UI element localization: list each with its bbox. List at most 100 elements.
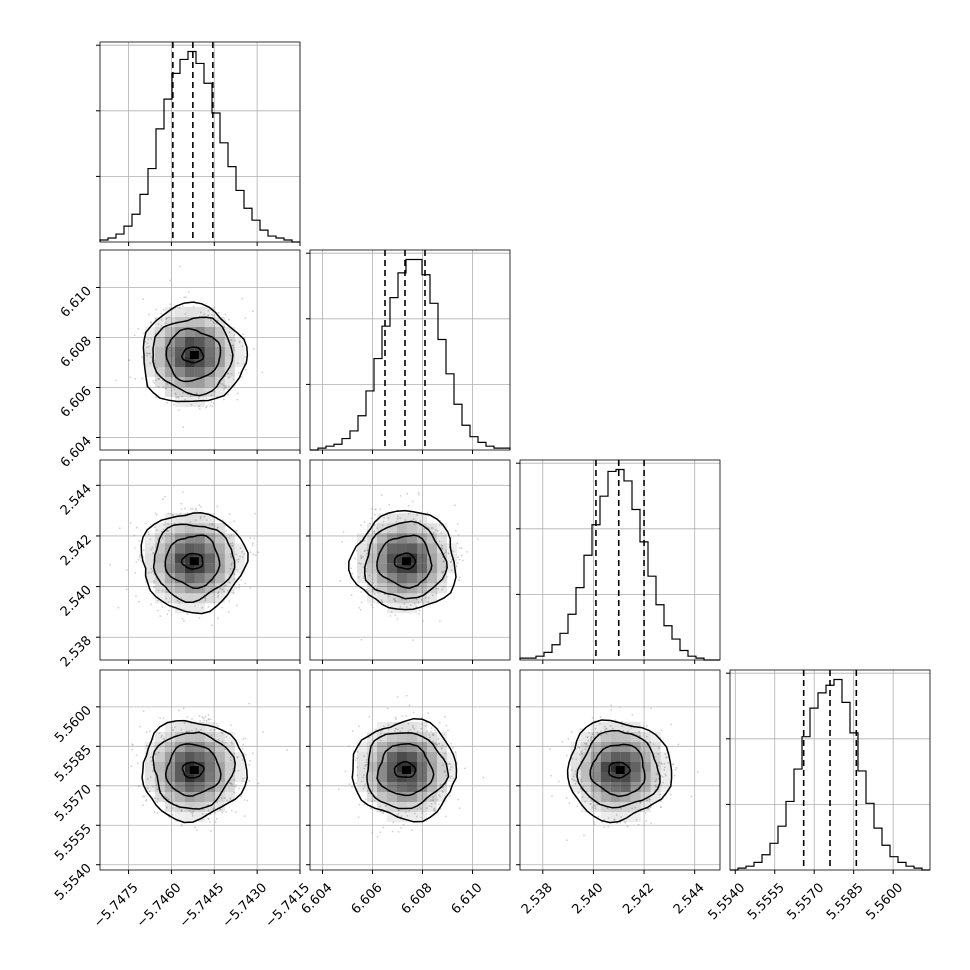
sample-point [238, 583, 241, 586]
density-cell [407, 802, 417, 812]
sample-point [145, 346, 148, 349]
density-cell [660, 782, 671, 792]
density-cell [144, 563, 155, 574]
sample-point [241, 780, 244, 783]
sample-point [357, 816, 360, 819]
sample-point [437, 738, 440, 740]
sample-point [579, 787, 582, 790]
sample-point [253, 348, 255, 350]
sample-point [670, 723, 673, 726]
sample-point [225, 530, 227, 532]
density-cell [387, 583, 397, 594]
sample-point [360, 780, 363, 783]
sample-point [165, 322, 168, 324]
sample-point [441, 547, 444, 550]
density-cell [204, 553, 215, 564]
sample-point [201, 813, 204, 815]
sample-point [136, 762, 139, 765]
density-content [520, 670, 720, 870]
density-cell [194, 563, 205, 574]
sample-point [621, 720, 623, 723]
sample-point [578, 739, 581, 742]
sample-point [449, 561, 452, 564]
contour-level-2 [164, 534, 221, 590]
sample-point [400, 826, 402, 829]
sample-point [605, 727, 608, 730]
density-cell [417, 523, 427, 534]
density-cell [154, 543, 165, 554]
density-cell [184, 337, 195, 347]
sample-point [159, 717, 162, 720]
sample-point [465, 551, 468, 553]
y-tick-label: 2.544 [58, 482, 95, 519]
density-cell [184, 732, 195, 742]
sample-point [442, 786, 444, 789]
sample-point [665, 756, 668, 759]
density-cell [204, 772, 215, 782]
sample-point [215, 722, 218, 725]
sample-point [153, 526, 156, 529]
sample-point [363, 539, 366, 542]
sample-point [133, 547, 136, 549]
sample-point [696, 770, 699, 773]
density-cell [600, 752, 611, 762]
y-tick-label: 5.5585 [52, 743, 95, 786]
sample-point [183, 722, 186, 724]
sample-point [649, 741, 652, 744]
sample-point [452, 550, 454, 553]
sample-point [231, 783, 233, 786]
sample-point [441, 544, 444, 547]
density-cell [437, 762, 447, 772]
sample-point [229, 798, 232, 800]
density-cell [367, 553, 377, 564]
sample-point [417, 602, 420, 605]
sample-point [570, 731, 573, 734]
sample-point [382, 811, 384, 814]
density-cell [580, 782, 591, 792]
sample-point [594, 805, 597, 808]
sample-point [241, 747, 244, 750]
density-cell [377, 792, 387, 802]
sample-point [157, 323, 160, 326]
sample-point [235, 586, 238, 589]
sample-point [160, 312, 163, 315]
sample-point [194, 519, 197, 522]
density-cell [184, 603, 195, 614]
sample-point [623, 820, 626, 823]
sample-point [149, 776, 152, 778]
density-cell [204, 752, 215, 762]
sample-point [439, 808, 442, 811]
sample-point [417, 730, 419, 733]
sample-point [580, 750, 582, 753]
sample-point [430, 805, 433, 808]
density-cell [357, 752, 367, 762]
sample-point [243, 552, 246, 555]
density-cell [580, 732, 591, 742]
sample-point [430, 527, 433, 530]
density-cell [417, 573, 427, 584]
density-cell [224, 583, 235, 594]
sample-point [199, 311, 202, 314]
density-cell [610, 812, 621, 822]
density-cell [357, 762, 367, 772]
sample-point [162, 386, 165, 388]
density-cell [164, 533, 175, 544]
density-cell [427, 782, 437, 792]
density-cell [204, 593, 215, 604]
sample-point [232, 767, 234, 770]
density-cell [580, 802, 591, 812]
sample-point [442, 585, 445, 588]
density-cell [590, 782, 601, 792]
density-cell [387, 543, 397, 554]
density-cell [224, 732, 235, 742]
sample-point [577, 746, 580, 749]
sample-point [365, 567, 368, 570]
sample-point [142, 795, 145, 798]
sample-point [445, 774, 448, 777]
sample-point [439, 783, 442, 786]
sample-point [232, 344, 235, 347]
contour-level-3 [152, 731, 236, 810]
density-cell [630, 752, 641, 762]
sample-point [147, 571, 150, 574]
panel-frame [309, 669, 511, 871]
